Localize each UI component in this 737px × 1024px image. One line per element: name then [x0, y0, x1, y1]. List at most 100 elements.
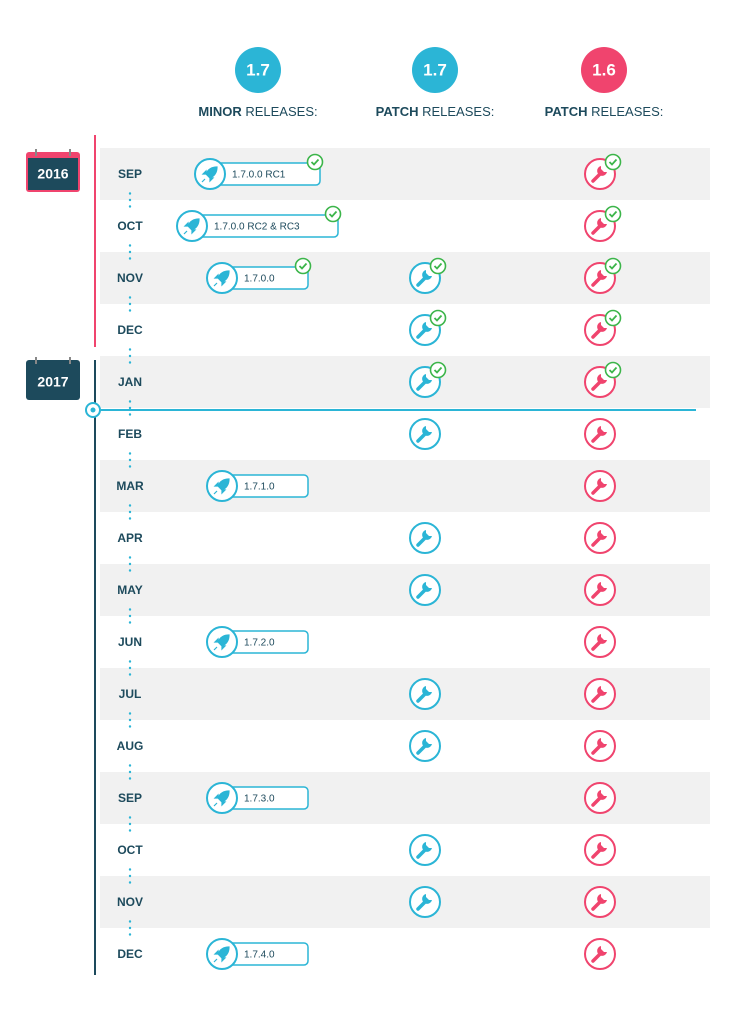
rocket [183, 218, 200, 235]
column-title-bold: PATCH [545, 104, 591, 119]
version-circle [235, 47, 281, 93]
wrench-head [597, 946, 607, 956]
dot [128, 920, 132, 923]
version-circle [412, 47, 458, 93]
version-label: 1.6 [592, 60, 616, 79]
rocket [213, 790, 230, 807]
wrench-head [597, 842, 607, 852]
month-label: APR [117, 531, 143, 545]
release-label: 1.7.4.0 [244, 950, 275, 961]
wrench-head [597, 218, 607, 228]
wrench-head [422, 582, 432, 592]
wrench-head [422, 530, 432, 540]
month-label: DEC [117, 947, 143, 961]
wrench-head [597, 374, 607, 384]
dot [128, 725, 132, 728]
column-title-rest: RELEASES: [245, 104, 317, 119]
month-label: JUL [119, 687, 142, 701]
version-label: 1.7 [246, 60, 270, 79]
row-band [100, 564, 710, 616]
column-title: PATCH RELEASES: [545, 104, 664, 119]
wrench-head [422, 842, 432, 852]
dot [128, 764, 132, 767]
row-band [100, 772, 710, 824]
column-title-bold: MINOR [198, 104, 245, 119]
check-badge [294, 257, 312, 275]
dot [128, 205, 132, 208]
row-band [100, 668, 710, 720]
dot [128, 569, 132, 572]
column-title: MINOR RELEASES: [198, 104, 317, 119]
check-badge [429, 361, 447, 379]
row-band [100, 876, 710, 928]
dot [128, 718, 132, 722]
dot [128, 770, 132, 774]
dot [128, 822, 132, 826]
check-mark [608, 262, 618, 270]
month-label: MAR [116, 479, 144, 493]
check-mark [608, 366, 618, 374]
check-mark [328, 210, 338, 218]
check-mark [433, 314, 443, 322]
month-label: OCT [117, 843, 143, 857]
release-label: 1.7.3.0 [244, 794, 275, 805]
wrench-head [597, 634, 607, 644]
dot [128, 881, 132, 884]
year-badge-body [28, 158, 78, 190]
dot [128, 309, 132, 312]
dot [128, 933, 132, 936]
dot [128, 666, 132, 670]
wrench-head [422, 270, 432, 280]
check-mark [298, 262, 308, 270]
dot [128, 406, 132, 410]
month-label: AUG [117, 739, 144, 753]
year-label: 2017 [37, 374, 68, 390]
dot [128, 621, 132, 624]
rocket [213, 478, 230, 495]
wrench-head [597, 270, 607, 280]
dot [128, 257, 132, 260]
check-badge [604, 309, 622, 327]
rocket [201, 166, 218, 183]
check-badge [604, 257, 622, 275]
wrench-head [597, 790, 607, 800]
check-badge [604, 153, 622, 171]
release-label: 1.7.0.0 [244, 274, 275, 285]
wrench-head [597, 686, 607, 696]
today-dot [90, 407, 96, 413]
dot [128, 354, 132, 358]
dot [128, 614, 132, 618]
column-title-rest: RELEASES: [422, 104, 494, 119]
dot [128, 868, 132, 871]
month-label: SEP [118, 167, 142, 181]
month-label: MAY [117, 583, 143, 597]
dot [128, 712, 132, 715]
column-title-rest: RELEASES: [591, 104, 663, 119]
wrench-head [597, 894, 607, 904]
dot [128, 452, 132, 455]
check-badge [429, 257, 447, 275]
check-mark [608, 314, 618, 322]
month-label: DEC [117, 323, 143, 337]
check-mark [310, 158, 320, 166]
release-label: 1.7.2.0 [244, 638, 275, 649]
check-mark [433, 366, 443, 374]
dot [128, 250, 132, 254]
wrench-head [422, 894, 432, 904]
check-mark [608, 210, 618, 218]
dot [128, 829, 132, 832]
dot [128, 816, 132, 819]
month-label: OCT [117, 219, 143, 233]
dot [128, 556, 132, 559]
wrench-head [597, 478, 607, 488]
column-title: PATCH RELEASES: [376, 104, 495, 119]
version-label: 1.7 [423, 60, 447, 79]
check-badge [324, 205, 342, 223]
wrench-head [597, 166, 607, 176]
row-band [100, 460, 710, 512]
check-badge [306, 153, 324, 171]
dot [128, 302, 132, 306]
wrench-head [597, 582, 607, 592]
check-badge [604, 205, 622, 223]
